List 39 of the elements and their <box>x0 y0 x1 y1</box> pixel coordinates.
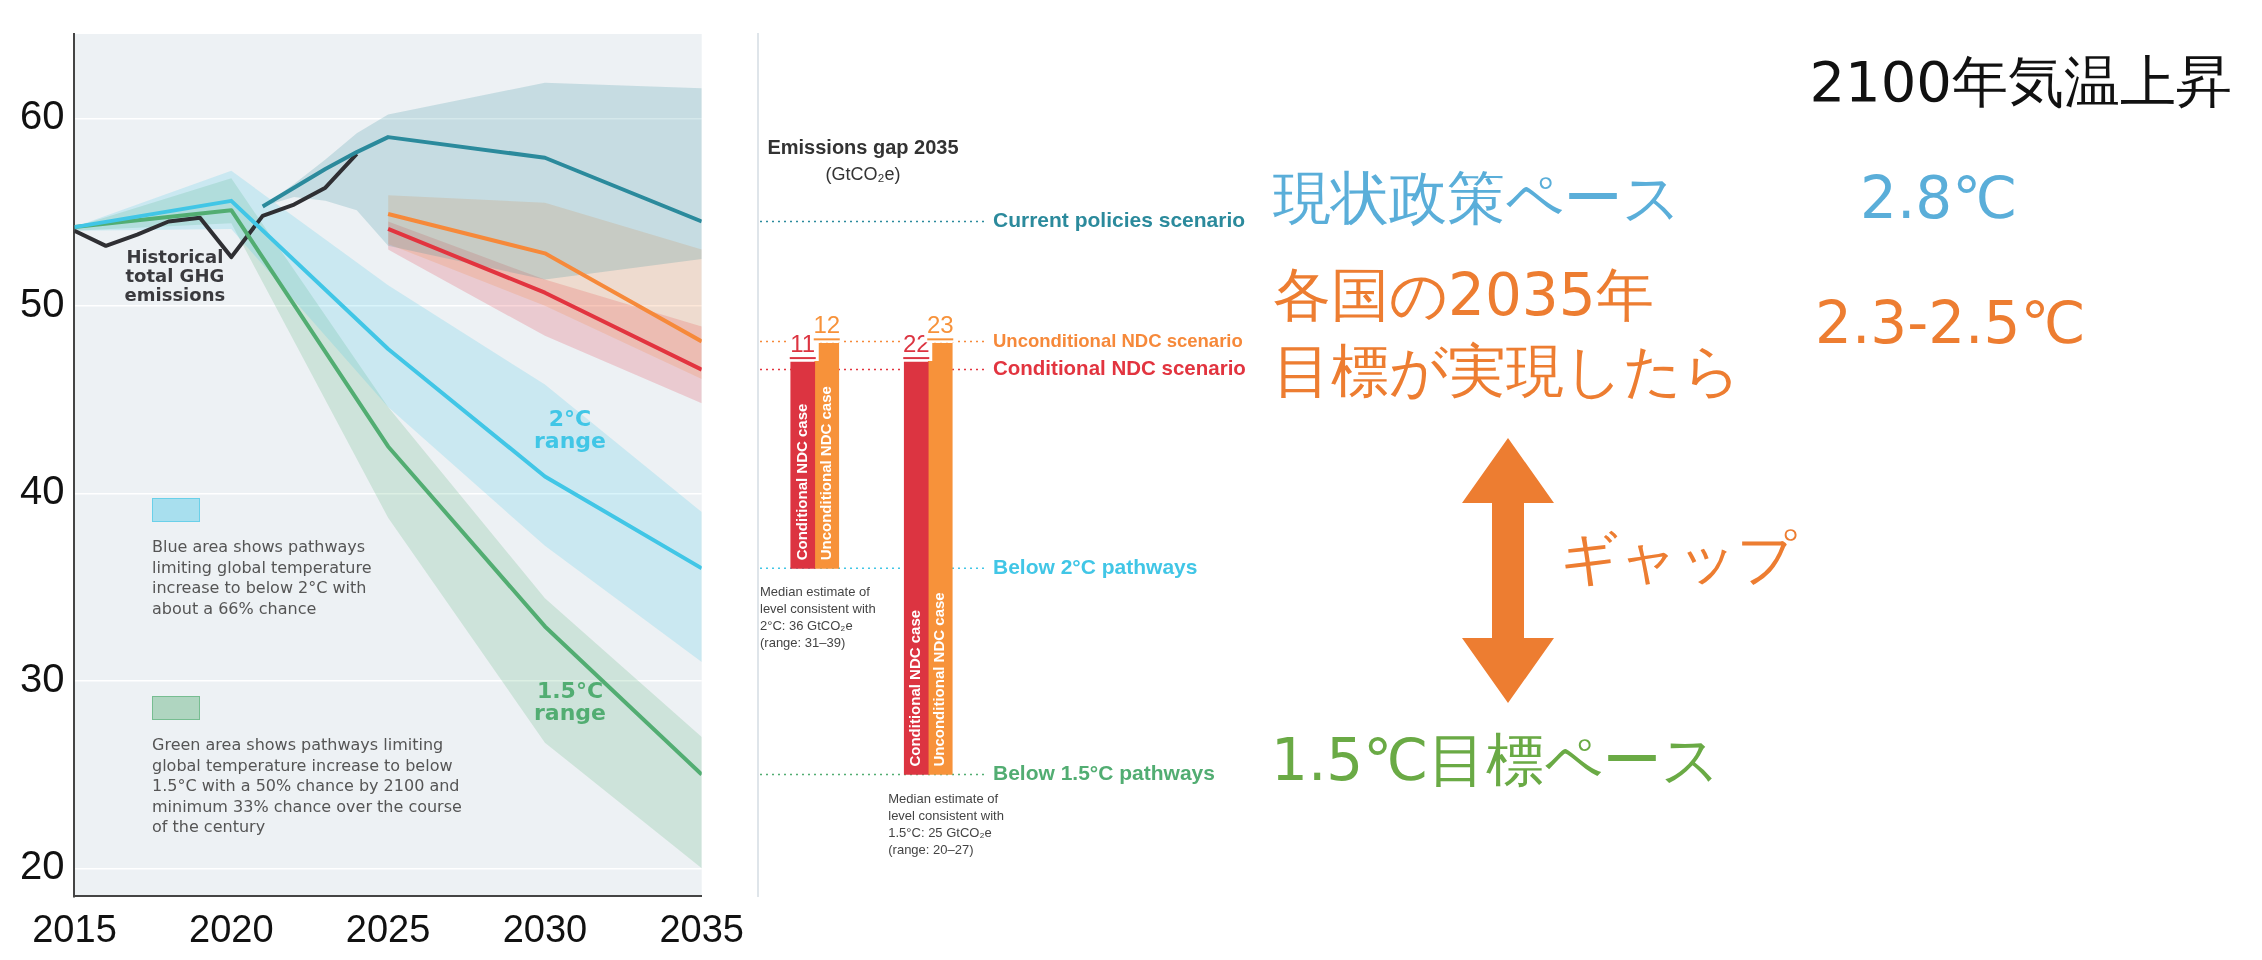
text: 2.8℃ <box>1860 164 2018 232</box>
x-tick-label: 2020 <box>189 907 274 950</box>
y-tick-label: 50 <box>19 280 65 325</box>
y-tick-label: 40 <box>19 468 65 513</box>
text: Emissions gap 2035 <box>767 136 959 158</box>
data-label: 11 <box>790 330 816 358</box>
x-tick-label: 2030 <box>502 907 588 950</box>
x-tick-label: 2015 <box>32 907 117 950</box>
text: 現状政策ペース <box>1273 164 1681 232</box>
ref-line-label: Unconditional NDC scenario <box>993 329 1243 351</box>
annotation: Median estimate of level consistent with 2°C: 36 GtCO₂e (range: 31–39) <box>760 584 876 651</box>
text: (GtCO₂e) <box>825 164 901 184</box>
y-tick-label: 60 <box>19 93 65 138</box>
annotation: Median estimate of level consistent with 1.5°C: 25 GtCO₂e (range: 20–27) <box>888 790 1004 857</box>
text: 目標が実現したら <box>1273 337 1741 405</box>
text: 1.5℃目標ペース <box>1271 726 1721 794</box>
annotation: 1.5°C range <box>534 678 607 726</box>
x-tick-label: 2035 <box>659 907 745 950</box>
annotation: 2°C range <box>534 406 607 454</box>
text: ギャップ <box>1560 524 1796 592</box>
y-tick-label: 30 <box>19 655 65 700</box>
text: 2.3-2.5℃ <box>1815 289 2086 357</box>
text: Unconditional NDC case <box>930 592 948 767</box>
series-label: Unconditional NDC case <box>816 386 834 561</box>
data-label: 12 <box>813 311 841 339</box>
annotation: Green area shows pathways limiting global temperature increase to below 1.5°C with a 50% chance by 2100 and minimum 33% chance over the course of the century <box>152 735 462 837</box>
text: 2100年気温上昇 <box>1809 49 2232 115</box>
annotation: Historical total GHG emissions <box>124 246 226 306</box>
y-tick-label: 20 <box>19 843 65 888</box>
ref-line-label: Below 2°C pathways <box>993 555 1198 579</box>
ref-line-label: Conditional NDC scenario <box>993 356 1246 380</box>
text: 各国の2035年 <box>1273 261 1654 329</box>
annotation: Blue area shows pathways limiting global temperature increase to below 2°C with about a 66% chance <box>152 537 372 618</box>
ref-line-label: Below 1.5°C pathways <box>993 761 1215 785</box>
x-tick-label: 2025 <box>345 907 431 950</box>
text: Conditional NDC case <box>906 609 924 767</box>
data-label: 23 <box>926 311 954 339</box>
ref-line-label: Current policies scenario <box>993 208 1246 232</box>
series-label: Conditional NDC case <box>792 403 810 561</box>
